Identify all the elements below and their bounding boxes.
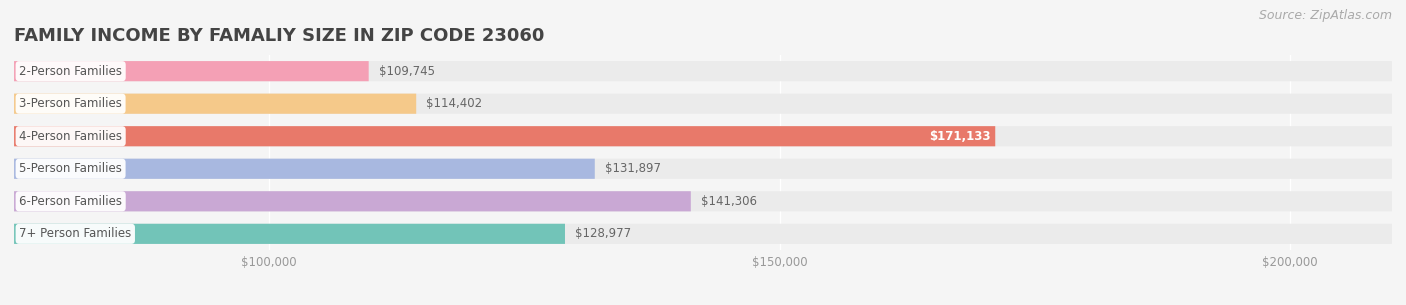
FancyBboxPatch shape (14, 94, 1392, 114)
Text: $109,745: $109,745 (378, 65, 434, 78)
Text: 4-Person Families: 4-Person Families (20, 130, 122, 143)
Text: 3-Person Families: 3-Person Families (20, 97, 122, 110)
Text: FAMILY INCOME BY FAMALIY SIZE IN ZIP CODE 23060: FAMILY INCOME BY FAMALIY SIZE IN ZIP COD… (14, 27, 544, 45)
Text: $114,402: $114,402 (426, 97, 482, 110)
Text: Source: ZipAtlas.com: Source: ZipAtlas.com (1258, 9, 1392, 22)
Text: 7+ Person Families: 7+ Person Families (20, 227, 131, 240)
FancyBboxPatch shape (14, 126, 995, 146)
FancyBboxPatch shape (14, 224, 565, 244)
FancyBboxPatch shape (14, 61, 1392, 81)
FancyBboxPatch shape (14, 159, 1392, 179)
FancyBboxPatch shape (14, 159, 595, 179)
FancyBboxPatch shape (14, 126, 1392, 146)
Text: 2-Person Families: 2-Person Families (20, 65, 122, 78)
FancyBboxPatch shape (14, 191, 1392, 211)
FancyBboxPatch shape (14, 61, 368, 81)
Text: $131,897: $131,897 (605, 162, 661, 175)
Text: 6-Person Families: 6-Person Families (20, 195, 122, 208)
Text: $141,306: $141,306 (702, 195, 756, 208)
FancyBboxPatch shape (14, 224, 1392, 244)
Text: $128,977: $128,977 (575, 227, 631, 240)
FancyBboxPatch shape (14, 94, 416, 114)
FancyBboxPatch shape (14, 191, 690, 211)
Text: 5-Person Families: 5-Person Families (20, 162, 122, 175)
Text: $171,133: $171,133 (928, 130, 990, 143)
